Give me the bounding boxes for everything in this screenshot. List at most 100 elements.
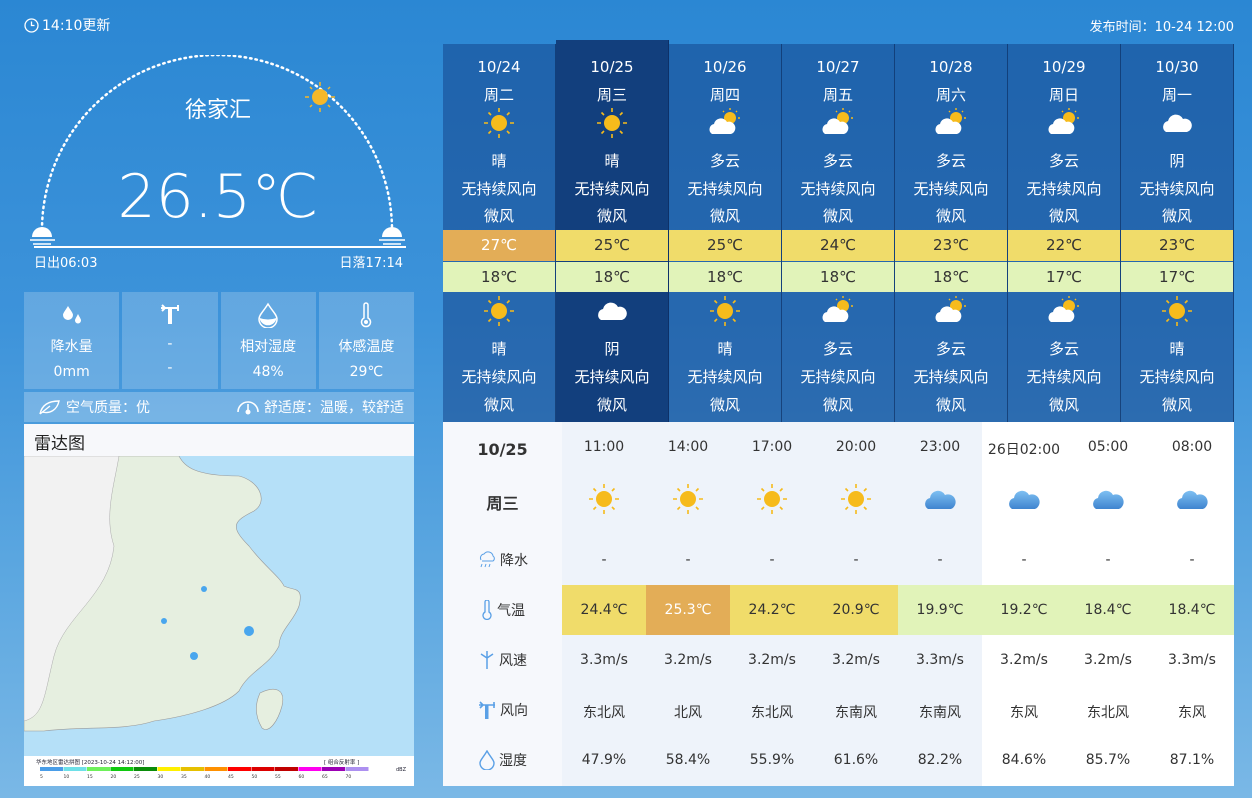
hour-wind-direction: 东风: [1178, 705, 1206, 721]
hour-temperature: 19.2℃: [982, 585, 1066, 635]
partly-icon: [669, 106, 781, 140]
day-day-text: 晴: [491, 152, 507, 170]
sun-icon: [646, 482, 730, 520]
radar-scale-label: 35: [181, 774, 187, 780]
day-date: 10/24: [477, 58, 521, 76]
hour-precipitation: -: [853, 552, 859, 568]
hourly-forecast: 10/25 周三 降水 气温 风速 风向 湿度 11:00 - 3.3m/s 东北风 4…: [443, 422, 1234, 786]
hour-humidity: 87.1%: [1169, 752, 1215, 768]
comfort-level: 舒适度：温暖，较舒适: [264, 400, 404, 416]
radar-scale-swatch: [110, 767, 134, 771]
hour-temperature: 24.2℃: [730, 585, 814, 635]
humidity-drop-icon: [221, 302, 316, 332]
radar-scale-swatch: [298, 767, 322, 771]
day-column[interactable]: 10/29 周日 多云 无持续风向 微风 多云 无持续风向 微风 22℃ 17℃: [1008, 44, 1121, 422]
day-night-force: 微风: [822, 396, 853, 414]
hour-time: 08:00: [1171, 439, 1213, 455]
hour-wind-direction: 东北风: [751, 705, 793, 721]
day-night-force: 微风: [1161, 396, 1192, 414]
day-night-force: 微风: [709, 396, 740, 414]
rain-cloud-icon: [479, 551, 495, 568]
day-column[interactable]: 10/26 周四 多云 无持续风向 微风晴无持续风向 微风 25℃ 18℃: [669, 44, 782, 422]
hour-wind-direction: 东北风: [583, 705, 625, 721]
sun-icon: [556, 106, 668, 140]
hour-wind-speed: 3.3m/s: [916, 652, 964, 668]
day-night-force: 微风: [935, 396, 966, 414]
hour-time: 23:00: [919, 439, 961, 455]
day-column[interactable]: 10/24 周二晴无持续风向 微风晴无持续风向 微风 27℃ 18℃: [443, 44, 556, 422]
partly-icon: [1008, 106, 1120, 140]
day-day-force: 微风: [709, 207, 740, 225]
day-low-temp: 17℃: [1121, 262, 1233, 292]
day-high-temp: 25℃: [556, 230, 668, 261]
hour-temperature: 20.9℃: [814, 585, 898, 635]
horizon-line: [34, 246, 406, 248]
air-comfort-bar: 空气质量：优 舒适度：温暖，较舒适: [24, 392, 414, 422]
hour-wind-speed: 3.2m/s: [832, 652, 880, 668]
cloud-icon: [556, 294, 668, 328]
day-low-temp: 18℃: [895, 262, 1007, 292]
radar-scale-label: 50: [252, 774, 258, 780]
stat-feels-like: 体感温度 29℃: [318, 292, 414, 389]
day-day-force: 微风: [1161, 207, 1192, 225]
hour-precipitation: -: [601, 552, 607, 568]
radar-scale-swatch: [181, 767, 204, 771]
hour-humidity: 82.2%: [917, 752, 963, 768]
day-night-wind: 无持续风向: [800, 368, 876, 386]
day-column[interactable]: 10/28 周六 多云 无持续风向 微风 多云 无持续风向 微风 23℃ 18℃: [895, 44, 1008, 422]
day-date: 10/28: [929, 58, 973, 76]
radar-map-image[interactable]: 华东地区雷达拼图 [2023-10-24 14:12:00] [ 组合反射率 ]…: [24, 456, 414, 786]
day-week: 周四: [709, 86, 740, 104]
radar-scale-swatch: [87, 767, 110, 771]
day-high-temp: 27℃: [443, 230, 555, 261]
day-high-temp: 24℃: [782, 230, 894, 261]
daily-forecast: 10/24 周二晴无持续风向 微风晴无持续风向 微风 27℃ 18℃ 10/25 周三晴无持续…: [443, 40, 1234, 432]
day-date: 10/27: [816, 58, 860, 76]
hour-precipitation: -: [769, 552, 775, 568]
day-day-force: 微风: [935, 207, 966, 225]
day-night-text: 多云: [1048, 340, 1079, 358]
day-night-text: 晴: [717, 340, 733, 358]
hourly-label-column: [443, 422, 562, 786]
day-column[interactable]: 10/30 周一阴无持续风向 微风晴无持续风向 微风 23℃ 17℃: [1121, 44, 1234, 422]
partly-icon: [895, 294, 1007, 328]
day-night-text: 阴: [604, 340, 620, 358]
day-day-wind: 无持续风向: [1139, 180, 1215, 198]
hour-precipitation: -: [1105, 552, 1111, 568]
day-week: 周二: [483, 86, 514, 104]
leaf-icon: [39, 400, 60, 415]
sunset-icon: [379, 227, 405, 245]
day-night-text: 晴: [1169, 340, 1185, 358]
day-column[interactable]: 10/25 周三晴无持续风向 微风阴无持续风向 微风 25℃ 18℃: [556, 40, 669, 432]
city-name: 徐家汇: [184, 98, 251, 123]
hour-wind-direction: 东北风: [1087, 705, 1129, 721]
hour-time: 17:00: [751, 439, 793, 455]
day-day-wind: 无持续风向: [913, 180, 989, 198]
radar-caption: 华东地区雷达拼图 [2023-10-24 14:12:00]: [36, 758, 144, 766]
day-night-force: 微风: [483, 396, 514, 414]
radar-panel: 雷达图 华东地区雷达拼图 [2023-10-24 14:12:00] [ 组合反…: [24, 424, 414, 786]
day-day-force: 微风: [483, 207, 514, 225]
row-label-wind-speed: 风速: [443, 635, 562, 685]
cloud-icon: [898, 482, 982, 520]
hour-temperature: 24.4℃: [562, 585, 646, 635]
day-night-text: 多云: [822, 340, 853, 358]
day-day-force: 微风: [822, 207, 853, 225]
day-night-wind: 无持续风向: [687, 368, 763, 386]
hour-wind-direction: 东南风: [835, 705, 877, 721]
radar-scale-label: 65: [322, 774, 328, 780]
day-low-temp: 18℃: [669, 262, 781, 292]
partly-icon: [782, 106, 894, 140]
hour-humidity: 61.6%: [833, 752, 879, 768]
radar-scale-swatch: [40, 767, 63, 771]
day-day-wind: 无持续风向: [1026, 180, 1102, 198]
sun-icon: [443, 294, 555, 328]
row-label-precipitation: 降水: [443, 535, 562, 585]
day-date: 10/29: [1042, 58, 1086, 76]
radar-scale-label: 55: [275, 774, 281, 780]
humidity-drop-icon: [479, 750, 495, 770]
day-week: 周三: [596, 86, 627, 104]
radar-scale-label: 5: [40, 774, 43, 780]
hour-humidity: 84.6%: [1001, 752, 1047, 768]
day-column[interactable]: 10/27 周五 多云 无持续风向 微风 多云 无持续风向 微风 24℃ 18℃: [782, 44, 895, 422]
